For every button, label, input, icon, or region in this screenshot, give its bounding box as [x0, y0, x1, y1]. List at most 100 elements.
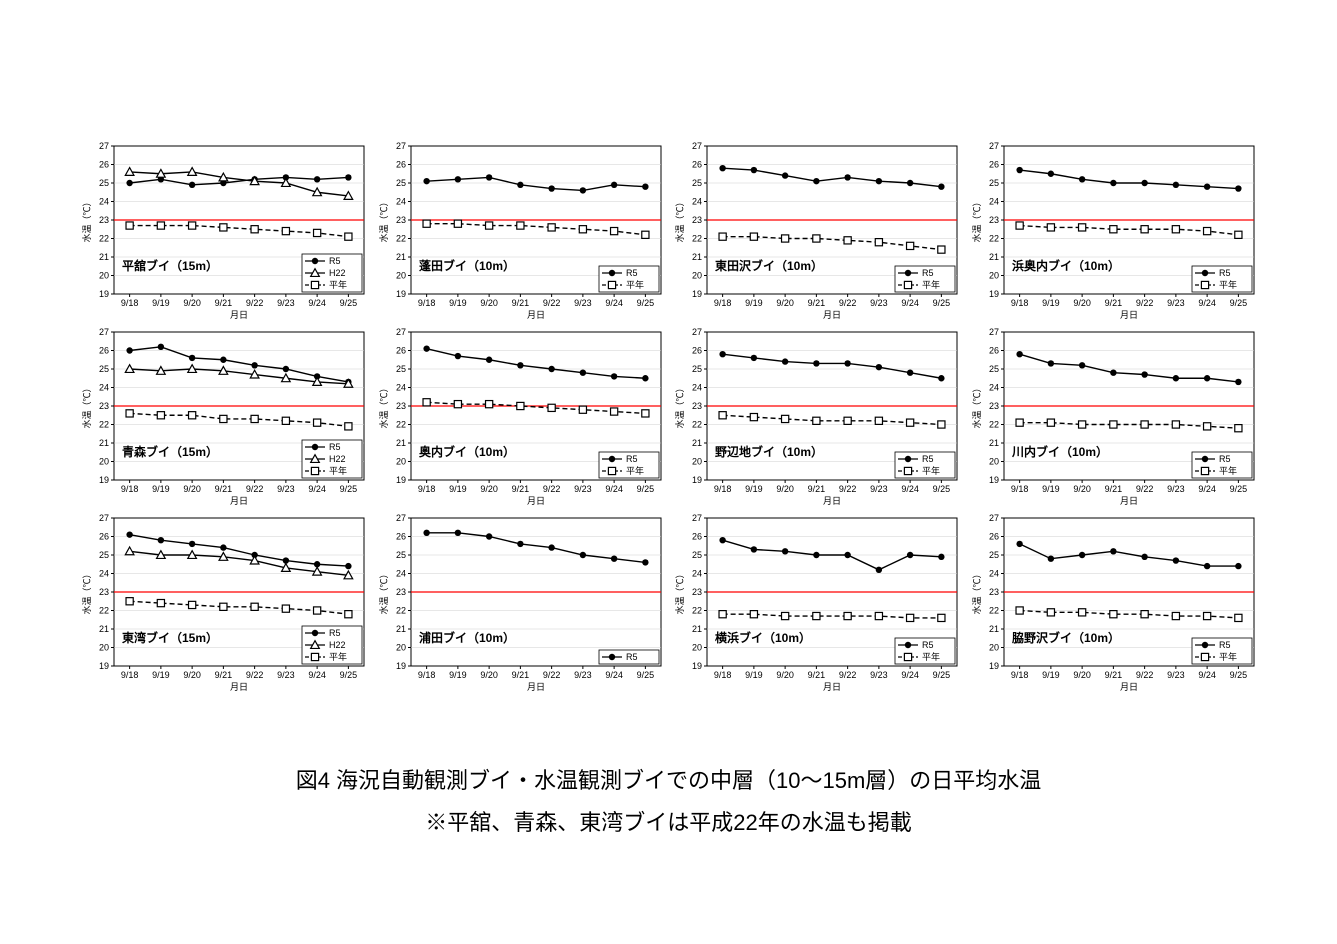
svg-text:19: 19 — [395, 475, 405, 485]
svg-text:27: 27 — [395, 513, 405, 523]
svg-text:21: 21 — [395, 624, 405, 634]
svg-text:9/18: 9/18 — [714, 670, 732, 680]
svg-text:26: 26 — [395, 346, 405, 356]
svg-text:24: 24 — [395, 383, 405, 393]
svg-text:21: 21 — [99, 252, 109, 262]
svg-text:9/19: 9/19 — [745, 298, 763, 308]
svg-text:月日: 月日 — [526, 496, 544, 506]
figure-caption: 図4 海況自動観測ブイ・水温観測ブイでの中層（10〜15m層）の日平均水温 ※平… — [0, 760, 1337, 844]
svg-text:9/19: 9/19 — [745, 670, 763, 680]
svg-text:23: 23 — [692, 587, 702, 597]
svg-text:26: 26 — [99, 532, 109, 542]
chart-panel-10: 1920212223242526279/189/199/209/219/229/… — [673, 512, 964, 692]
svg-text:9/18: 9/18 — [714, 298, 732, 308]
svg-text:20: 20 — [395, 643, 405, 653]
svg-text:9/25: 9/25 — [1229, 484, 1247, 494]
svg-text:9/23: 9/23 — [1167, 670, 1185, 680]
svg-text:22: 22 — [692, 234, 702, 244]
svg-text:9/25: 9/25 — [636, 484, 654, 494]
svg-text:水温（℃）: 水温（℃） — [378, 383, 389, 428]
chart-panel-4: 1920212223242526279/189/199/209/219/229/… — [80, 326, 371, 506]
svg-text:27: 27 — [988, 327, 998, 337]
svg-text:20: 20 — [692, 643, 702, 653]
svg-text:21: 21 — [692, 438, 702, 448]
svg-text:23: 23 — [99, 587, 109, 597]
svg-text:20: 20 — [395, 271, 405, 281]
svg-text:21: 21 — [99, 438, 109, 448]
svg-text:22: 22 — [395, 420, 405, 430]
svg-text:9/23: 9/23 — [1167, 298, 1185, 308]
svg-text:9/23: 9/23 — [277, 484, 295, 494]
svg-text:22: 22 — [395, 606, 405, 616]
svg-text:9/24: 9/24 — [308, 484, 326, 494]
svg-text:23: 23 — [988, 401, 998, 411]
svg-text:9/22: 9/22 — [1135, 484, 1153, 494]
svg-text:9/19: 9/19 — [449, 484, 467, 494]
svg-text:9/20: 9/20 — [776, 298, 794, 308]
svg-text:21: 21 — [988, 438, 998, 448]
svg-text:19: 19 — [988, 475, 998, 485]
svg-text:22: 22 — [99, 606, 109, 616]
svg-text:27: 27 — [988, 513, 998, 523]
svg-text:平年: 平年 — [626, 279, 644, 290]
svg-text:9/19: 9/19 — [1042, 298, 1060, 308]
svg-text:9/25: 9/25 — [636, 298, 654, 308]
svg-text:9/19: 9/19 — [1042, 670, 1060, 680]
svg-text:水温（℃）: 水温（℃） — [971, 569, 982, 614]
svg-text:19: 19 — [692, 475, 702, 485]
svg-text:9/23: 9/23 — [870, 670, 888, 680]
svg-text:22: 22 — [99, 420, 109, 430]
svg-text:9/24: 9/24 — [901, 298, 919, 308]
svg-text:9/25: 9/25 — [1229, 298, 1247, 308]
svg-text:R5: R5 — [329, 628, 341, 638]
svg-text:平年: 平年 — [329, 651, 347, 662]
svg-text:27: 27 — [692, 141, 702, 151]
svg-text:月日: 月日 — [823, 310, 841, 320]
svg-text:23: 23 — [99, 401, 109, 411]
svg-text:21: 21 — [99, 624, 109, 634]
svg-text:R5: R5 — [626, 268, 638, 278]
svg-text:9/21: 9/21 — [808, 484, 826, 494]
svg-text:25: 25 — [99, 364, 109, 374]
svg-text:20: 20 — [395, 457, 405, 467]
svg-text:21: 21 — [692, 624, 702, 634]
svg-text:蓬田ブイ（10m）: 蓬田ブイ（10m） — [419, 258, 515, 273]
svg-text:21: 21 — [988, 624, 998, 634]
svg-text:9/20: 9/20 — [1073, 298, 1091, 308]
svg-text:水温（℃）: 水温（℃） — [81, 197, 92, 242]
svg-text:21: 21 — [988, 252, 998, 262]
svg-text:22: 22 — [99, 234, 109, 244]
chart-panel-7: 1920212223242526279/189/199/209/219/229/… — [970, 326, 1261, 506]
svg-text:27: 27 — [692, 513, 702, 523]
svg-text:H22: H22 — [329, 454, 346, 464]
svg-text:9/25: 9/25 — [636, 670, 654, 680]
svg-text:9/19: 9/19 — [152, 484, 170, 494]
svg-text:27: 27 — [99, 513, 109, 523]
svg-text:19: 19 — [988, 289, 998, 299]
svg-text:20: 20 — [99, 271, 109, 281]
svg-text:月日: 月日 — [230, 496, 248, 506]
svg-text:24: 24 — [395, 197, 405, 207]
svg-text:9/24: 9/24 — [1198, 484, 1216, 494]
svg-text:水温（℃）: 水温（℃） — [378, 197, 389, 242]
svg-text:9/20: 9/20 — [480, 298, 498, 308]
svg-text:9/25: 9/25 — [933, 298, 951, 308]
svg-text:20: 20 — [692, 271, 702, 281]
svg-text:9/23: 9/23 — [277, 670, 295, 680]
svg-text:R5: R5 — [922, 268, 934, 278]
svg-text:25: 25 — [395, 550, 405, 560]
svg-text:水温（℃）: 水温（℃） — [971, 197, 982, 242]
svg-text:平年: 平年 — [329, 279, 347, 290]
svg-text:9/24: 9/24 — [605, 298, 623, 308]
svg-text:9/21: 9/21 — [215, 298, 233, 308]
svg-text:水温（℃）: 水温（℃） — [81, 383, 92, 428]
svg-text:H22: H22 — [329, 640, 346, 650]
svg-text:23: 23 — [692, 401, 702, 411]
svg-text:R5: R5 — [329, 442, 341, 452]
svg-text:26: 26 — [99, 160, 109, 170]
svg-text:9/22: 9/22 — [839, 670, 857, 680]
svg-text:22: 22 — [692, 606, 702, 616]
svg-text:27: 27 — [395, 141, 405, 151]
svg-text:水温（℃）: 水温（℃） — [674, 197, 685, 242]
svg-text:水温（℃）: 水温（℃） — [81, 569, 92, 614]
